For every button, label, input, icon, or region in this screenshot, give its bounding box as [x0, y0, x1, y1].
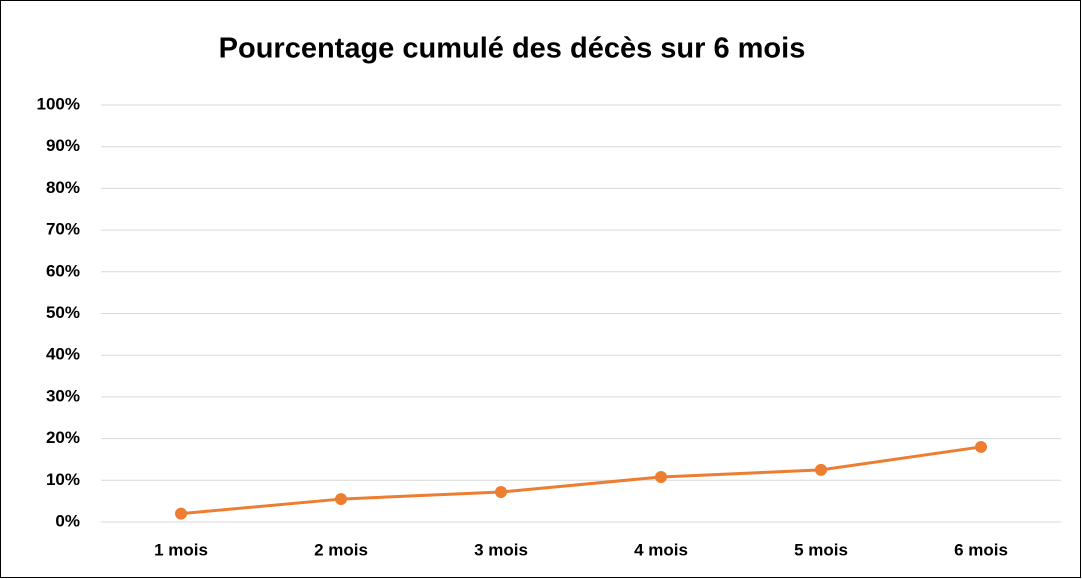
x-tick-label: 6 mois: [954, 540, 1008, 559]
y-tick-label: 40%: [46, 345, 80, 364]
x-tick-label: 3 mois: [474, 540, 528, 559]
chart-title: Pourcentage cumulé des décès sur 6 mois: [219, 33, 806, 65]
point: [815, 463, 827, 476]
y-tick-label: 60%: [46, 261, 80, 280]
point: [975, 440, 987, 453]
point: [655, 470, 667, 483]
y-tick-label: 0%: [55, 511, 80, 530]
x-tick-label: 5 mois: [794, 540, 848, 559]
y-tick-label: 100%: [37, 94, 80, 113]
y-tick-label: 70%: [46, 220, 80, 239]
y-tick-label: 50%: [46, 303, 80, 322]
line: [180, 445, 982, 516]
x-tick-label: 2 mois: [314, 540, 368, 559]
y-tick-label: 20%: [46, 428, 80, 447]
point: [495, 485, 507, 498]
point: [175, 507, 187, 520]
y-tick-label: 30%: [46, 386, 80, 405]
y-tick-label: 10%: [46, 470, 80, 489]
y-tick-label: 90%: [46, 136, 80, 155]
x-tick-label: 1 mois: [154, 540, 208, 559]
x-tick-label: 4 mois: [634, 540, 688, 559]
point: [335, 493, 347, 506]
y-tick-label: 80%: [46, 178, 80, 197]
